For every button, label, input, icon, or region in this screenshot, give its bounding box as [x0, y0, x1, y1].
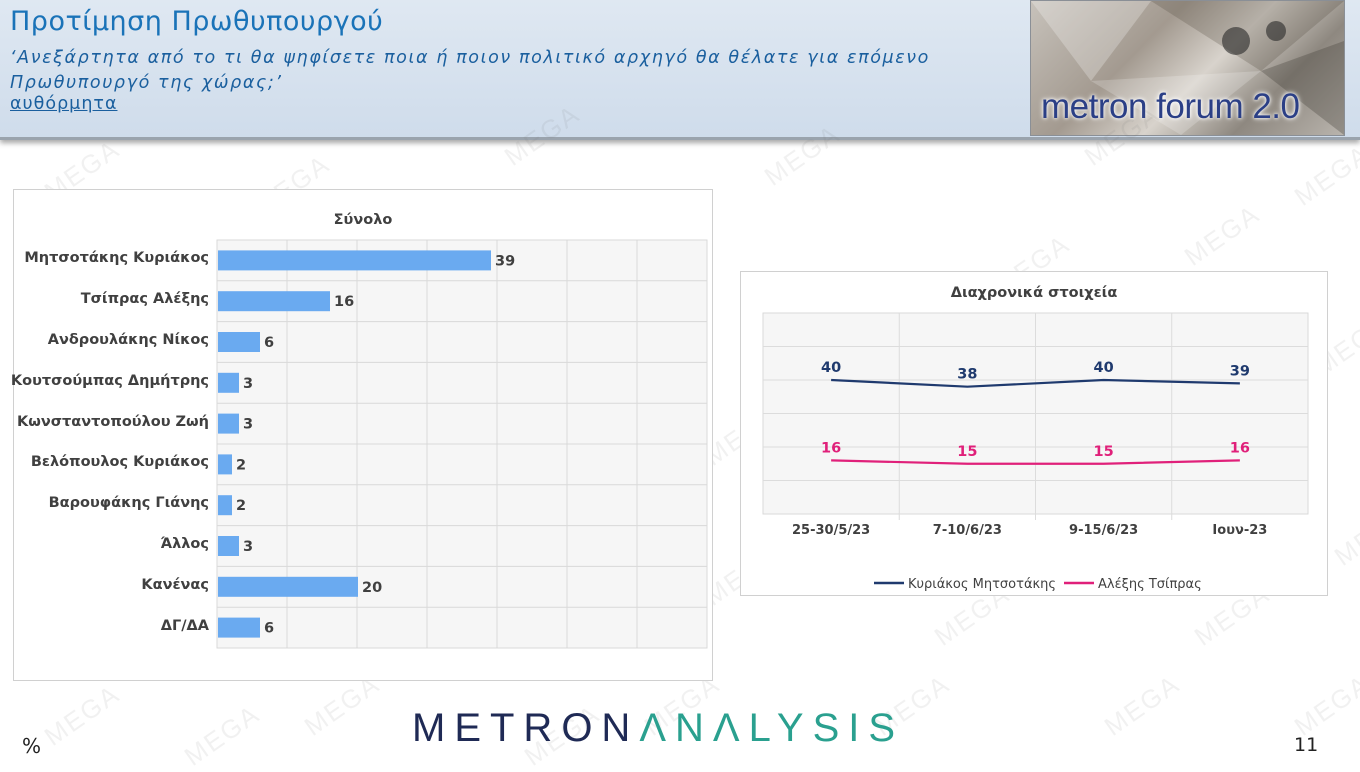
bar-value-label: 6 [264, 621, 274, 637]
watermark-text: MEGA [1098, 668, 1186, 742]
line-chart-panel: Διαχρονικά στοιχεία 25-30/5/23 7-10/6/23 9… [740, 271, 1328, 596]
x-tick-label: 7-10/6/23 [933, 523, 1002, 538]
legend-label: Κυριάκος Μητσοτάκης [908, 577, 1056, 592]
logo-text: metron forum 2.0 [1041, 87, 1300, 126]
bar-category-labels: Μητσοτάκης Κυριάκος Τσίπρας Αλέξης Ανδρουλ… [10, 190, 209, 680]
bar-category-label: Ανδρουλάκης Νίκος [47, 332, 209, 348]
x-tick-label: 25-30/5/23 [792, 523, 870, 538]
x-tick-label: 9-15/6/23 [1069, 523, 1138, 538]
bar-category-label: ΔΓ/ΔΑ [160, 617, 209, 634]
watermark-text: MEGA [1288, 138, 1360, 212]
data-label: 15 [957, 444, 977, 460]
bar-category-label: Κανένας [141, 576, 209, 593]
spontaneous-link[interactable]: αυθόρμητα [10, 94, 118, 114]
bar-value-label: 16 [334, 294, 354, 310]
unit-label: % [22, 734, 42, 758]
watermark-text: MEGA [1178, 198, 1266, 272]
bar-category-label: Τσίπρας Αλέξης [80, 291, 209, 308]
bar-category-label: Βαρουφάκης Γιάνης [48, 495, 209, 512]
bar-value-label: 3 [243, 376, 253, 392]
legend-label: Αλέξης Τσίπρας [1098, 577, 1202, 592]
logo-word-1: METRON [412, 706, 640, 750]
bar-chart-title: Σύνολο [333, 212, 393, 228]
series-line [831, 378, 1240, 388]
bar-category-label: Άλλος [160, 536, 209, 552]
data-label: 40 [1094, 360, 1114, 376]
bar-category-label: Κωνσταντοπούλου Ζωή [17, 413, 209, 430]
bar-category-label: Μητσοτάκης Κυριάκος [24, 250, 209, 267]
line-chart: 25-30/5/23 7-10/6/23 9-15/6/23 Ιουν-23 40 38 4… [762, 312, 1309, 592]
data-label: 16 [821, 440, 841, 456]
data-label: 15 [1094, 444, 1114, 460]
survey-question: ‘Ανεξάρτητα από το τι θα ψηφίσετε ποια ή… [10, 48, 930, 93]
bar [218, 576, 358, 597]
page-number: 11 [1294, 734, 1319, 756]
bar-chart: 39 16 6 3 3 2 2 3 20 6 [216, 239, 708, 649]
bar-value-label: 6 [264, 335, 274, 351]
series-line [831, 459, 1240, 465]
page-title: Προτίμηση Πρωθυπουργού [10, 6, 384, 37]
bar-value-label: 39 [495, 253, 515, 269]
bar-value-label: 3 [243, 417, 253, 433]
bar [218, 495, 232, 516]
metron-forum-logo: metron forum 2.0 [1030, 0, 1345, 136]
bar [218, 536, 239, 556]
logo-background-image [1031, 1, 1344, 135]
bar [218, 413, 239, 434]
bar-chart-panel: Σύνολο Μητσοτάκης Κυριάκος Τσίπρας Αλέξης… [10, 189, 713, 681]
bar [218, 372, 239, 393]
bar-value-label: 3 [243, 539, 253, 555]
bar-category-label: Βελόπουλος Κυριάκος [30, 454, 209, 471]
x-tick-label: Ιουν-23 [1212, 523, 1267, 538]
data-label: 16 [1230, 440, 1250, 456]
bar [218, 250, 491, 271]
bar-value-label: 2 [236, 457, 246, 473]
watermark-text: MEGA [1288, 668, 1360, 742]
bar [218, 617, 260, 638]
metron-analysis-logo: METRONΛNΛLYSIS [412, 706, 904, 751]
slide-header: Προτίμηση Πρωθυπουργού ‘Ανεξάρτητα από τ… [0, 0, 1360, 140]
watermark-text: MEGA [38, 678, 126, 752]
bar [218, 454, 232, 475]
bar [218, 291, 330, 312]
bar-value-label: 20 [362, 580, 382, 596]
data-label: 38 [957, 367, 977, 383]
data-label: 39 [1230, 363, 1250, 379]
bar-category-label: Κουτσούμπας Δημήτρης [10, 372, 209, 389]
bar-value-label: 2 [236, 498, 246, 514]
bar [218, 332, 260, 352]
line-chart-title: Διαχρονικά στοιχεία [950, 285, 1118, 301]
watermark-text: MEGA [178, 698, 266, 772]
data-label: 40 [821, 360, 841, 376]
watermark-text: MEGA [1328, 498, 1360, 572]
logo-word-2: ΛNΛLYSIS [639, 706, 905, 750]
